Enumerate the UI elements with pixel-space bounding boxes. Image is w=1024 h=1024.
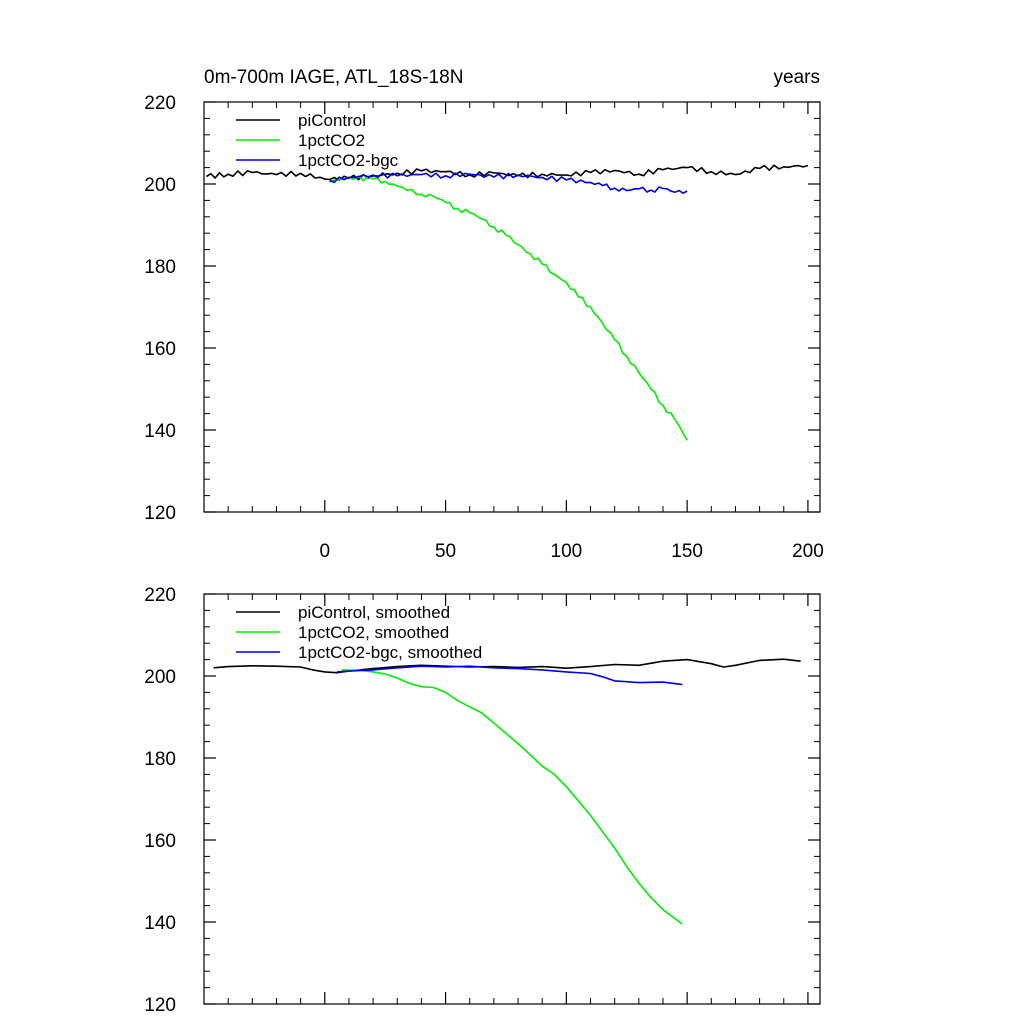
y-tick-label: 180 — [144, 257, 176, 278]
y-tick-label: 180 — [144, 749, 176, 770]
major-ticks — [204, 593, 820, 1005]
series-group — [213, 658, 801, 925]
y-tick-label: 160 — [144, 339, 176, 360]
legend-label-1pctco2-bgc: 1pctCO2-bgc — [298, 151, 399, 170]
y-tick-label: 120 — [144, 995, 176, 1016]
x-tick-label: 200 — [792, 541, 824, 562]
figure-title-right: years — [774, 67, 820, 88]
x-tick-labels: 0 50 100 150 200 — [319, 541, 823, 562]
y-tick-labels: 120 140 160 180 200 220 — [144, 585, 176, 1016]
y-tick-label: 140 — [144, 421, 176, 442]
series-line-picontrol — [205, 164, 809, 182]
minor-ticks — [204, 594, 820, 1004]
x-tick-label: 150 — [671, 541, 703, 562]
x-tick-label: 0 — [319, 541, 330, 562]
series-line-picontrol-smoothed — [213, 658, 801, 674]
x-tick-label: 100 — [551, 541, 583, 562]
legend-label-1pctco2-smoothed: 1pctCO2, smoothed — [298, 623, 449, 642]
legend-label-picontrol: piControl — [298, 111, 366, 130]
y-tick-label: 200 — [144, 667, 176, 688]
figure-title-left: 0m-700m IAGE, ATL_18S-18N — [204, 67, 463, 88]
y-tick-label: 120 — [144, 503, 176, 524]
major-ticks — [204, 101, 820, 513]
plot-frame — [203, 101, 821, 513]
y-tick-labels: 120 140 160 180 200 220 — [144, 93, 176, 524]
series-group — [205, 164, 809, 441]
y-tick-label: 220 — [144, 93, 176, 114]
y-tick-label: 220 — [144, 585, 176, 606]
x-tick-label: 50 — [435, 541, 456, 562]
legend-label-picontrol-smoothed: piControl, smoothed — [298, 603, 450, 622]
legend-label-1pctco2-bgc-smoothed: 1pctCO2-bgc, smoothed — [298, 643, 482, 662]
plot-frame — [203, 593, 821, 1005]
series-line-1pctco2 — [329, 175, 688, 441]
top-panel: 0m-700m IAGE, ATL_18S-18N years 120 140 16… — [144, 67, 823, 562]
legend-label-1pctco2: 1pctCO2 — [298, 131, 365, 150]
series-line-1pctco2-smoothed — [341, 669, 683, 925]
y-tick-label: 200 — [144, 175, 176, 196]
series-line-1pctco2-bgc-smoothed — [336, 665, 683, 686]
series-line-1pctco2-bgc — [329, 172, 688, 194]
y-tick-label: 160 — [144, 831, 176, 852]
minor-ticks — [204, 102, 820, 512]
y-tick-label: 140 — [144, 913, 176, 934]
